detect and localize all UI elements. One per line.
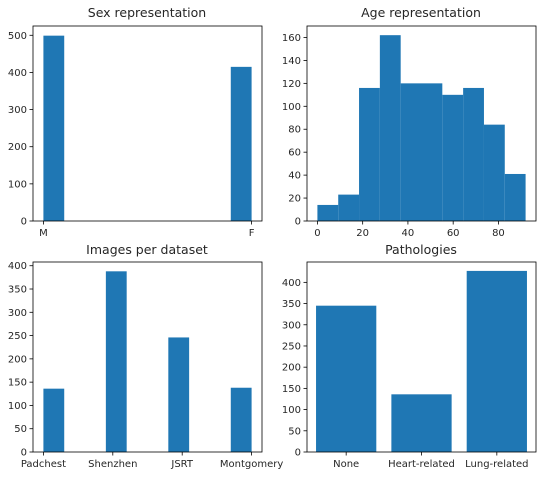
y-tick-label: 0: [295, 448, 301, 459]
y-tick-label: 200: [282, 363, 301, 374]
bar: [391, 394, 452, 452]
x-tick-label: Shenzhen: [88, 459, 137, 470]
x-tick-label: Heart-related: [388, 459, 455, 470]
bar: [168, 337, 190, 452]
y-tick-label: 500: [8, 31, 27, 42]
y-tick-label: 200: [8, 354, 27, 365]
y-tick-label: 150: [282, 384, 301, 395]
pathologies-chart: Pathologies 0 50 100 150 200 250 300 350 400 None…: [282, 242, 537, 470]
bar: [338, 194, 360, 221]
y-tick-label: 140: [282, 56, 301, 67]
y-tick-label: 80: [288, 125, 301, 136]
y-tick-label: 100: [8, 401, 27, 412]
images-per-dataset-chart: Images per dataset 0 50 100 150 200 250 300 350…: [8, 242, 283, 470]
chart-title: Pathologies: [385, 242, 457, 257]
bar: [504, 173, 526, 221]
x-tick-label: 20: [356, 228, 369, 239]
y-tick-label: 160: [282, 33, 301, 44]
y-tick-label: 400: [282, 278, 301, 289]
x-tick-label: Padchest: [21, 459, 66, 470]
y-tick-label: 60: [288, 148, 301, 159]
x-tick-label: Montgomery: [220, 459, 283, 470]
y-tick-label: 350: [8, 285, 27, 296]
y-tick-label: 400: [8, 261, 27, 272]
bar: [230, 387, 252, 452]
bar: [105, 271, 127, 452]
x-tick-label: Lung-related: [465, 459, 528, 470]
bar: [379, 35, 401, 222]
y-tick-label: 50: [14, 424, 27, 435]
x-tick-label: 80: [492, 228, 505, 239]
bar: [466, 270, 527, 452]
y-tick-label: 20: [288, 194, 301, 205]
y-tick-label: 400: [8, 68, 27, 79]
plot-frame: [32, 261, 263, 453]
y-tick-label: 50: [288, 426, 301, 437]
y-tick-label: 0: [21, 448, 27, 459]
y-tick-label: 300: [8, 308, 27, 319]
bar: [359, 87, 380, 221]
y-tick-label: 0: [295, 217, 301, 228]
bar: [230, 66, 252, 221]
y-tick-label: 250: [282, 341, 301, 352]
chart-title: Age representation: [361, 5, 481, 20]
sex-representation-chart: Sex representation 0 100 200 300 400 500 M F: [8, 5, 263, 239]
bar: [483, 124, 505, 221]
y-tick-label: 120: [282, 79, 301, 90]
y-tick-label: 100: [8, 179, 27, 190]
y-tick-label: 150: [8, 378, 27, 389]
y-tick-label: 100: [282, 405, 301, 416]
bar: [317, 204, 339, 221]
bar: [316, 305, 377, 452]
x-tick-label: 40: [402, 228, 415, 239]
bar: [442, 94, 464, 221]
y-tick-label: 350: [282, 299, 301, 310]
bar: [421, 83, 443, 222]
y-tick-label: 200: [8, 142, 27, 153]
plot-frame: [306, 25, 537, 222]
plot-frame: [32, 25, 263, 222]
y-tick-label: 40: [288, 171, 301, 182]
x-tick-label: None: [333, 459, 359, 470]
chart-title: Images per dataset: [86, 242, 208, 257]
x-tick-label: JSRT: [170, 459, 194, 470]
bar: [43, 388, 65, 452]
bar: [43, 35, 65, 222]
bar: [400, 83, 422, 222]
x-tick-label: F: [249, 228, 255, 239]
y-tick-label: 100: [282, 102, 301, 113]
x-tick-label: 0: [314, 228, 320, 239]
y-tick-label: 250: [8, 331, 27, 342]
bar: [463, 87, 484, 221]
x-tick-label: M: [39, 228, 48, 239]
y-tick-label: 0: [21, 217, 27, 228]
y-tick-label: 300: [282, 320, 301, 331]
x-tick-label: 60: [447, 228, 460, 239]
age-representation-chart: Age representation 0 20 40 60 80 100 120 140 160…: [282, 5, 537, 239]
y-tick-label: 300: [8, 105, 27, 116]
chart-title: Sex representation: [88, 5, 206, 20]
